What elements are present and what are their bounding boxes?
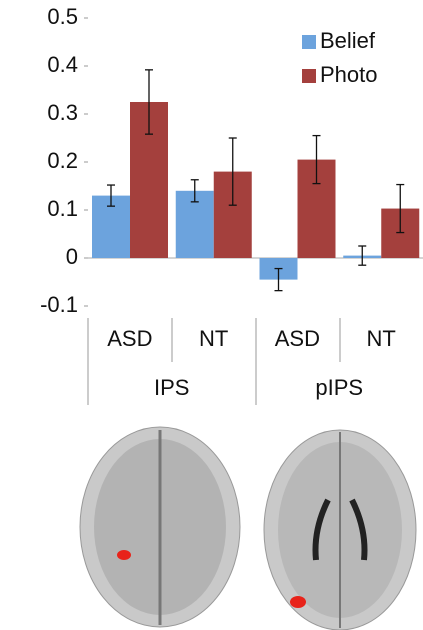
activation	[117, 550, 131, 560]
brain-images	[79, 426, 417, 630]
error-bar	[274, 267, 283, 292]
group-label: IPS	[154, 375, 189, 400]
x-tick-label: ASD	[275, 326, 320, 351]
x-tick-label: ASD	[107, 326, 152, 351]
legend-swatch	[302, 69, 316, 83]
legend-label: Belief	[320, 28, 376, 53]
error-bar	[145, 69, 153, 135]
error-bar	[107, 184, 115, 207]
group-label: pIPS	[315, 375, 363, 400]
y-tick-label: 0.4	[47, 52, 78, 77]
y-tick-label: 0.1	[47, 196, 78, 221]
x-tick-label: NT	[366, 326, 395, 351]
x-tick-label: NT	[199, 326, 228, 351]
y-tick-label: 0.5	[47, 4, 78, 29]
error-bar	[312, 134, 321, 185]
y-tick-label: 0	[66, 244, 78, 269]
ventricles	[312, 498, 368, 561]
y-tick-label: -0.1	[40, 292, 78, 317]
error-bar	[190, 179, 199, 203]
y-tick-label: 0.2	[47, 148, 78, 173]
dividers	[87, 318, 341, 405]
y-tick-label: 0.3	[47, 100, 78, 125]
activation	[290, 596, 306, 608]
error-bar	[228, 137, 237, 206]
legend-swatch	[302, 35, 316, 49]
legend-label: Photo	[320, 62, 378, 87]
error-bar	[396, 183, 405, 234]
error-bar	[358, 245, 367, 266]
